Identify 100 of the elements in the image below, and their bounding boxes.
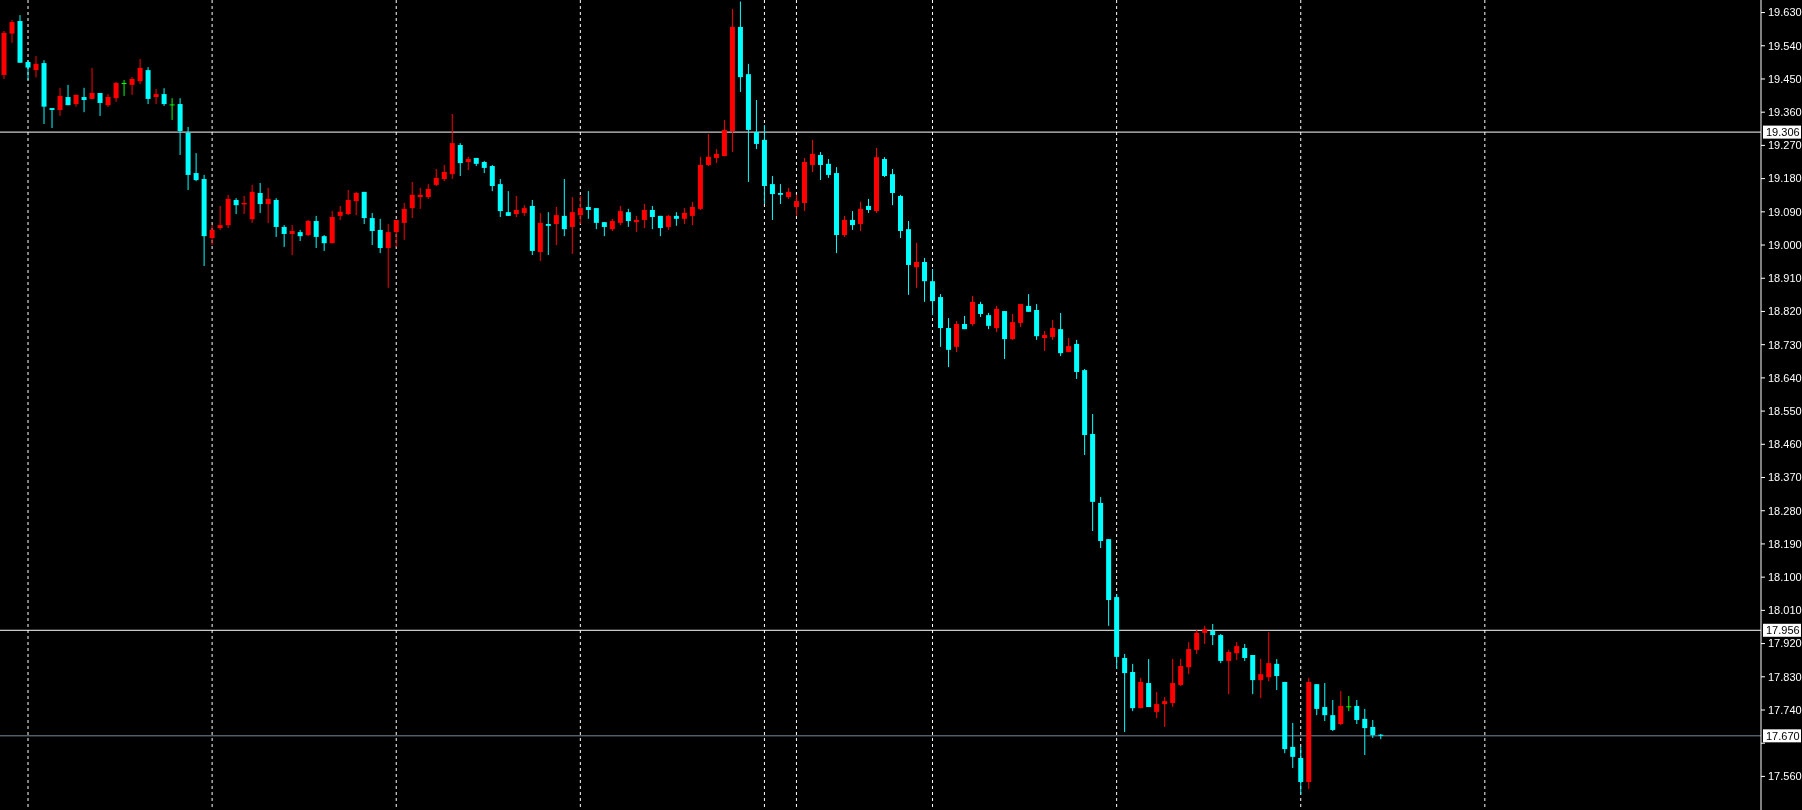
candlestick <box>1322 682 1328 722</box>
candlestick <box>369 212 375 246</box>
y-tick-label: 19.270 <box>1768 139 1802 152</box>
ref-line-label: 19.306 <box>1766 125 1800 138</box>
candlestick <box>914 242 920 289</box>
y-tick-label: 17.560 <box>1768 770 1802 783</box>
candlestick <box>377 218 383 254</box>
candlestick <box>289 224 295 256</box>
candlestick <box>777 183 783 205</box>
candlestick <box>946 317 952 368</box>
y-tick-label: 18.010 <box>1768 604 1802 617</box>
candlestick <box>1122 653 1128 733</box>
candlestick <box>769 175 775 221</box>
y-tick-label: 18.730 <box>1768 338 1802 351</box>
candlestick <box>313 215 319 249</box>
candlestick <box>121 79 127 97</box>
candlestick <box>137 58 143 85</box>
y-tick-label: 18.280 <box>1768 504 1802 517</box>
y-tick-label: 19.540 <box>1768 39 1802 52</box>
candlestick <box>1362 708 1368 756</box>
y-tick-label: 19.360 <box>1768 106 1802 119</box>
candlestick <box>193 152 199 182</box>
candlestick <box>417 187 423 210</box>
candlestick <box>817 151 823 181</box>
candlestick <box>1226 649 1232 695</box>
candlestick <box>617 205 623 226</box>
candlestick <box>385 223 391 289</box>
candlestick <box>930 268 936 316</box>
candlestick <box>1290 722 1296 769</box>
candlestick <box>1370 719 1376 739</box>
candlestick <box>49 107 55 129</box>
candlestick <box>561 178 567 237</box>
candlestick <box>513 195 519 218</box>
candlestick <box>577 195 583 225</box>
candlestick <box>9 19 15 44</box>
candlestick <box>625 208 631 228</box>
y-tick-label: 19.630 <box>1768 6 1802 19</box>
candlestick <box>1354 699 1360 725</box>
candlestick <box>217 205 223 231</box>
y-tick-label: 18.460 <box>1768 438 1802 451</box>
candlestick <box>409 181 415 219</box>
candlestick <box>954 320 960 353</box>
candlestick <box>1266 631 1272 682</box>
candlestick <box>89 67 95 100</box>
candlestick <box>281 224 287 248</box>
candlestick <box>1010 313 1016 341</box>
y-tick-label: 17.740 <box>1768 703 1802 716</box>
y-tick-label: 18.910 <box>1768 272 1802 285</box>
candlestick <box>257 182 263 214</box>
candlestick <box>1234 641 1240 661</box>
candlestick <box>890 168 896 206</box>
candlestick <box>641 203 647 229</box>
candlestick <box>1162 696 1168 728</box>
candlestick <box>841 215 847 238</box>
candlestick <box>593 207 599 230</box>
candlestick <box>809 139 815 173</box>
candlestick <box>1050 319 1056 341</box>
candlestick <box>1170 658 1176 708</box>
candlestick <box>1058 312 1064 357</box>
candlestick <box>689 201 695 226</box>
candlestick <box>1042 330 1048 352</box>
candlestick <box>649 205 655 230</box>
candlestick <box>489 164 495 192</box>
candlestick <box>569 196 575 255</box>
candlestick <box>457 142 463 177</box>
candlestick <box>825 158 831 179</box>
y-tick-label: 17.830 <box>1768 670 1802 683</box>
candlestick <box>994 305 1000 333</box>
candlestick <box>1178 658 1184 687</box>
candlestick <box>882 156 887 178</box>
candlestick <box>33 55 39 78</box>
candlestick <box>545 211 551 256</box>
candlestick <box>585 190 591 220</box>
candlestick <box>233 197 239 215</box>
candlestick <box>1146 658 1152 708</box>
y-tick-label: 18.370 <box>1768 471 1802 484</box>
y-tick-label: 18.550 <box>1768 404 1802 417</box>
candlestick <box>1186 641 1192 675</box>
candlestick <box>153 88 159 105</box>
y-tick-label: 19.450 <box>1768 72 1802 85</box>
candlestick <box>81 87 87 113</box>
ref-line-label: 17.956 <box>1766 624 1800 637</box>
candlestick <box>209 224 215 246</box>
candlestick <box>345 189 351 216</box>
y-tick-label: 17.920 <box>1768 637 1802 650</box>
candlestick <box>849 210 855 231</box>
candlestick <box>1258 658 1264 699</box>
y-tick-label: 19.090 <box>1768 205 1802 218</box>
candlestick <box>401 202 407 241</box>
candlestick <box>922 257 928 303</box>
candlestick <box>25 59 31 81</box>
candlestick <box>1018 303 1024 328</box>
candlestick <box>1274 658 1280 691</box>
candlestick <box>169 97 175 121</box>
candlestick <box>113 81 119 103</box>
candlestick <box>1338 690 1344 726</box>
y-tick-label: 18.190 <box>1768 537 1802 550</box>
candlestick <box>57 87 63 117</box>
y-tick-label: 18.640 <box>1768 371 1802 384</box>
y-tick-label: 18.100 <box>1768 571 1802 583</box>
